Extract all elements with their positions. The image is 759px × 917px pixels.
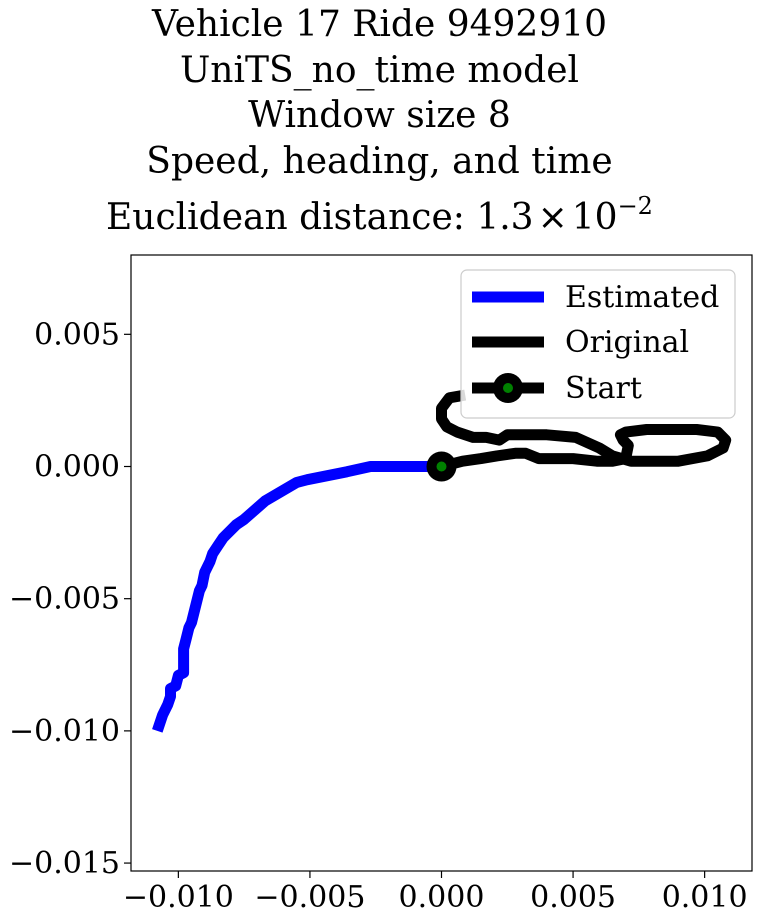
start-marker-center <box>436 461 447 472</box>
title-distance-prefix: Euclidean distance: 1.3 <box>106 197 534 238</box>
series-line-estimated <box>152 461 442 733</box>
title-line-4: Speed, heading, and time <box>146 140 613 182</box>
title-line-1: Vehicle 17 Ride 9492910 <box>151 4 608 45</box>
x-tick-label: −0.010 <box>123 880 234 915</box>
x-tick-label: 0.010 <box>662 880 748 915</box>
series-line-original <box>436 389 732 472</box>
x-tick-label: 0.005 <box>530 880 616 915</box>
title-distance-base: 10 <box>571 197 618 238</box>
chart-title: Vehicle 17 Ride 9492910 UniTS_no_time mo… <box>0 2 759 241</box>
legend-marker-start-center <box>503 383 513 393</box>
y-tick-label: −0.010 <box>9 714 120 749</box>
title-line-2: UniTS_no_time model <box>179 49 580 91</box>
title-distance-times: × <box>537 197 568 238</box>
y-tick-label: −0.005 <box>9 582 120 617</box>
legend-label-original: Original <box>565 325 689 360</box>
x-tick-label: −0.005 <box>254 880 365 915</box>
title-distance-exponent: −2 <box>617 192 653 220</box>
series-layer <box>152 389 732 733</box>
y-tick-label: 0.000 <box>34 450 120 485</box>
title-line-5: Euclidean distance: 1.3 × 10−2 <box>0 184 759 241</box>
x-axis: −0.010 −0.005 0.000 0.005 0.010 <box>123 871 748 915</box>
legend: Estimated Original Start <box>460 269 736 419</box>
y-axis: −0.015 −0.010 −0.005 0.000 0.005 <box>9 317 131 881</box>
legend-frame <box>460 269 736 419</box>
legend-label-start: Start <box>565 371 642 406</box>
y-tick-label: 0.005 <box>34 317 120 352</box>
y-tick-label: −0.015 <box>9 846 120 881</box>
legend-label-estimated: Estimated <box>565 280 719 315</box>
title-line-3: Window size 8 <box>248 95 511 136</box>
x-tick-label: 0.000 <box>399 880 485 915</box>
